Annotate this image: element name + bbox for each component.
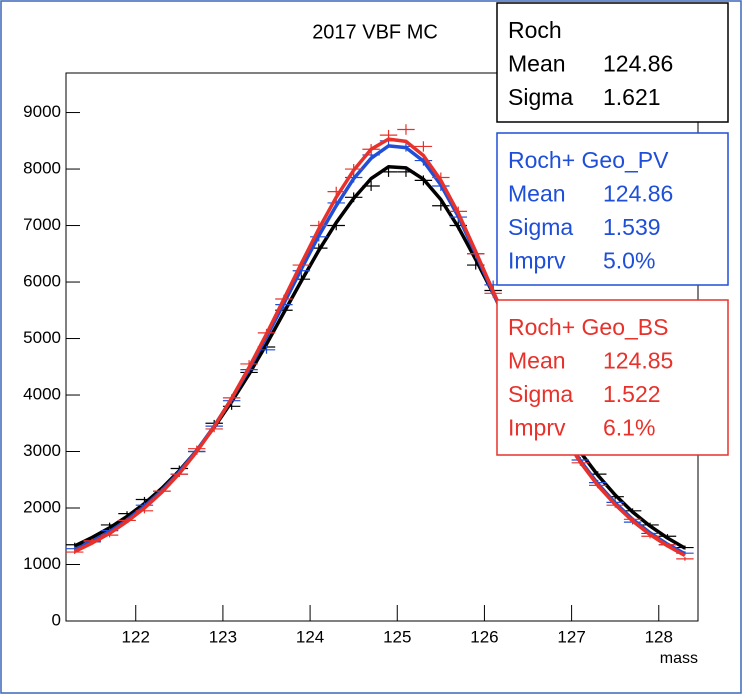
- x-tick-label: 125: [383, 627, 411, 646]
- stats-value: 124.86: [603, 181, 673, 207]
- y-tick-label: 7000: [23, 215, 61, 234]
- stats-label: Mean: [508, 348, 566, 374]
- stats-box: [496, 299, 729, 456]
- stats-label: Mean: [508, 181, 566, 207]
- y-tick-label: 3000: [23, 441, 61, 460]
- stats-value: 1.539: [603, 214, 661, 240]
- y-tick-label: 9000: [23, 102, 61, 121]
- stats-box: [496, 132, 729, 286]
- x-tick-label: 128: [645, 627, 673, 646]
- stats-value: 5.0%: [603, 248, 655, 274]
- y-tick-label: 5000: [23, 328, 61, 347]
- fit-curve: [73, 137, 686, 558]
- y-tick-label: 6000: [23, 272, 61, 291]
- y-tick-label: 2000: [23, 497, 61, 516]
- stats-title: Roch+ Geo_BS: [508, 314, 668, 340]
- stats-label: Sigma: [508, 84, 573, 110]
- stats-label: Imprv: [508, 248, 566, 274]
- y-tick-label: 1000: [23, 554, 61, 573]
- stats-value: 124.86: [603, 51, 673, 77]
- x-tick-label: 122: [122, 627, 150, 646]
- x-tick-label: 124: [296, 627, 324, 646]
- y-tick-label: 0: [52, 610, 61, 629]
- x-tick-label: 127: [557, 627, 585, 646]
- y-tick-label: 8000: [23, 159, 61, 178]
- stats-label: Sigma: [508, 381, 573, 407]
- stats-label: Mean: [508, 51, 566, 77]
- stats-label: Imprv: [508, 415, 566, 441]
- stats-value: 6.1%: [603, 415, 655, 441]
- x-tick-label: 123: [209, 627, 237, 646]
- x-tick-label: 126: [470, 627, 498, 646]
- y-tick-label: 4000: [23, 385, 61, 404]
- x-axis-label: mass: [660, 650, 698, 667]
- stats-value: 124.85: [603, 348, 673, 374]
- stats-value: 1.522: [603, 381, 661, 407]
- stats-title: Roch: [508, 17, 562, 43]
- chart-title: 2017 VBF MC: [312, 21, 438, 43]
- stats-box: [496, 2, 729, 123]
- stats-value: 1.621: [603, 84, 661, 110]
- stats-label: Sigma: [508, 214, 573, 240]
- stats-title: Roch+ Geo_PV: [508, 147, 669, 173]
